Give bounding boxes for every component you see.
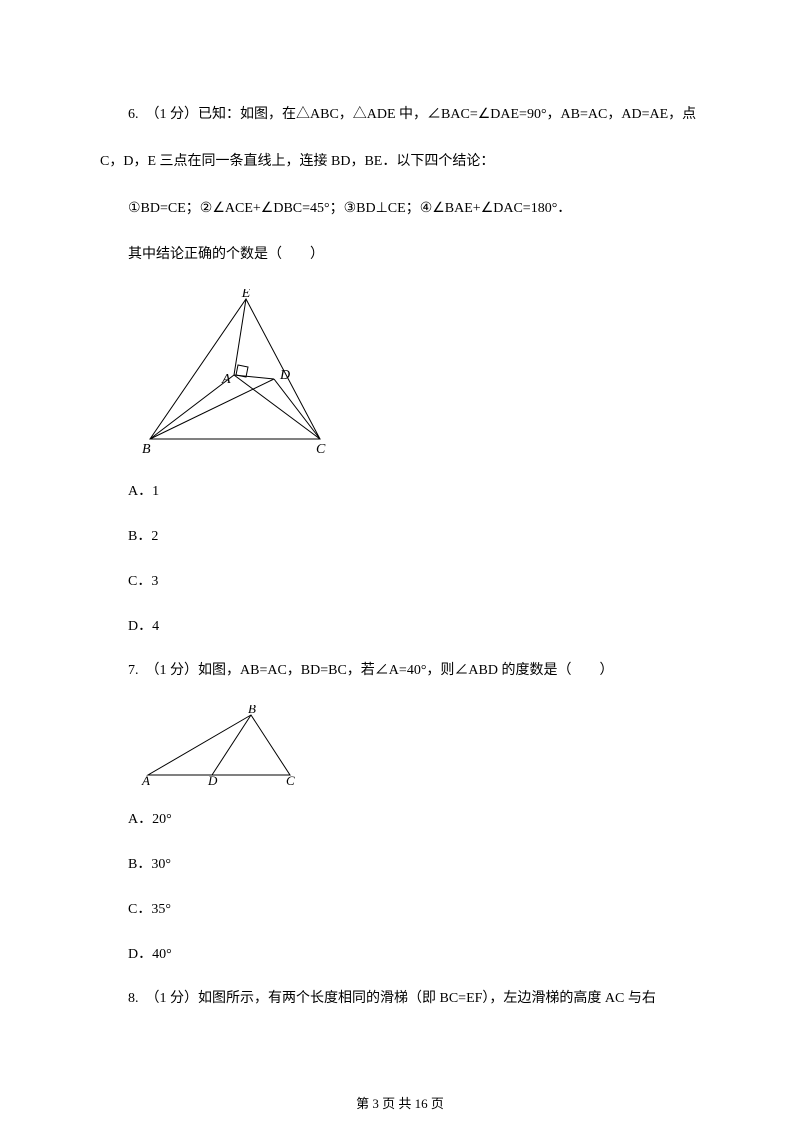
page-content: 6. （1 分）已知：如图，在△ABC，△ADE 中，∠BAC=∠DAE=90°… — [0, 0, 800, 1071]
q8-line1: 8. （1 分）如图所示，有两个长度相同的滑梯（即 BC=EF），左边滑梯的高度… — [100, 984, 700, 1015]
q6-line3: ①BD=CE；②∠ACE+∠DBC=45°；③BD⊥CE；④∠BAE+∠DAC=… — [100, 194, 700, 225]
q6-option-b: B．2 — [100, 522, 700, 553]
q7-figure: A D C B — [140, 705, 700, 787]
q6-option-a: A．1 — [100, 477, 700, 508]
q7-option-a: A．20° — [100, 805, 700, 836]
q6-line1: 6. （1 分）已知：如图，在△ABC，△ADE 中，∠BAC=∠DAE=90°… — [100, 100, 700, 131]
svg-text:D: D — [207, 773, 218, 787]
q6-option-c: C．3 — [100, 567, 700, 598]
svg-text:C: C — [316, 442, 326, 457]
page-footer: 第 3 页 共 16 页 — [0, 1093, 800, 1112]
q6-line2: C，D，E 三点在同一条直线上，连接 BD，BE．以下四个结论： — [100, 147, 700, 178]
svg-text:A: A — [221, 372, 231, 387]
svg-text:C: C — [286, 773, 295, 787]
q6-figure: E A D B C — [140, 289, 700, 459]
q6-options: A．1 B．2 C．3 D．4 — [100, 477, 700, 642]
svg-text:D: D — [279, 368, 290, 383]
svg-text:B: B — [248, 705, 256, 716]
q7-line1: 7. （1 分）如图，AB=AC，BD=BC，若∠A=40°，则∠ABD 的度数… — [100, 656, 700, 687]
svg-text:E: E — [241, 289, 251, 301]
q7-option-c: C．35° — [100, 895, 700, 926]
svg-text:B: B — [142, 442, 151, 457]
triangle-diagram-icon: E A D B C — [140, 289, 350, 459]
triangle-abd-icon: A D C B — [140, 705, 310, 787]
q7-option-b: B．30° — [100, 850, 700, 881]
q6-line4: 其中结论正确的个数是（ ） — [100, 240, 700, 271]
svg-text:A: A — [141, 773, 150, 787]
q7-option-d: D．40° — [100, 940, 700, 971]
q7-options: A．20° B．30° C．35° D．40° — [100, 805, 700, 970]
q6-option-d: D．4 — [100, 612, 700, 643]
